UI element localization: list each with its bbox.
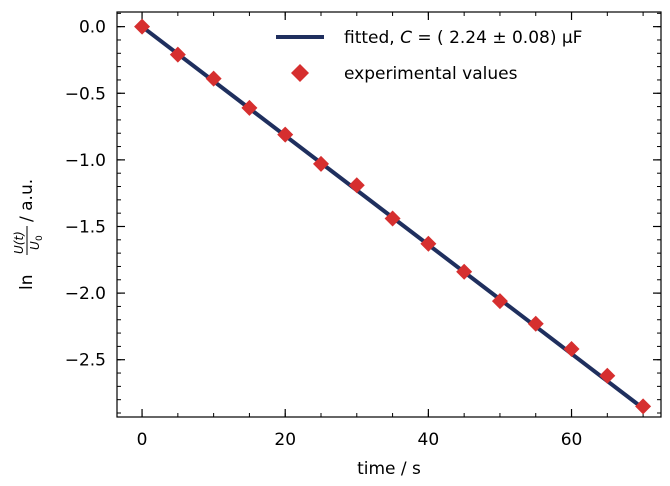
y-axis-label: ln U(t) U 0 / a.u. <box>12 179 45 290</box>
x-tick-labels: 0 20 40 60 <box>137 430 583 450</box>
legend-swatch-experimental <box>291 64 309 82</box>
y-tick-labels: 0.0 −0.5 −1.0 −1.5 −2.0 −2.5 <box>65 18 106 371</box>
data-point <box>134 18 151 35</box>
y-tick-label: −2.5 <box>65 351 106 371</box>
legend-label: experimental values <box>344 64 518 84</box>
data-point <box>313 155 329 172</box>
data-point <box>491 293 508 310</box>
data-point <box>527 315 544 332</box>
legend-label: fitted, C = ( 2.24 ± 0.08) µF <box>344 28 582 48</box>
y-axis-label-suffix: / a.u. <box>17 179 37 222</box>
series-layer <box>134 18 652 415</box>
legend: fitted, C = ( 2.24 ± 0.08) µF experimenta… <box>276 28 582 84</box>
data-point <box>277 126 294 143</box>
y-tick-label: −1.0 <box>65 151 106 171</box>
y-axis-label-numerator: U(t) <box>12 231 26 254</box>
y-axis-label-denominator: U <box>28 241 42 250</box>
data-point <box>635 398 652 415</box>
data-point <box>241 99 258 116</box>
x-tick-label: 60 <box>561 430 583 450</box>
data-point <box>205 70 222 87</box>
data-point <box>599 367 616 384</box>
y-axis-label-denominator-sub: 0 <box>35 235 45 241</box>
axis-ticks <box>117 12 661 417</box>
y-tick-label: −2.0 <box>65 284 106 304</box>
x-tick-label: 20 <box>274 430 296 450</box>
data-point <box>384 210 401 227</box>
x-tick-label: 40 <box>418 430 440 450</box>
x-tick-label: 0 <box>137 430 148 450</box>
y-tick-label: 0.0 <box>79 18 106 38</box>
data-point <box>420 235 437 252</box>
data-point <box>456 263 473 280</box>
data-point <box>563 341 580 358</box>
data-point <box>348 177 365 194</box>
y-tick-label: −1.5 <box>65 217 106 237</box>
y-tick-label: −0.5 <box>65 84 106 104</box>
data-point <box>169 46 186 63</box>
y-axis-label-prefix: ln <box>17 275 37 291</box>
x-axis-label: time / s <box>357 459 421 479</box>
plot-frame <box>116 11 662 418</box>
